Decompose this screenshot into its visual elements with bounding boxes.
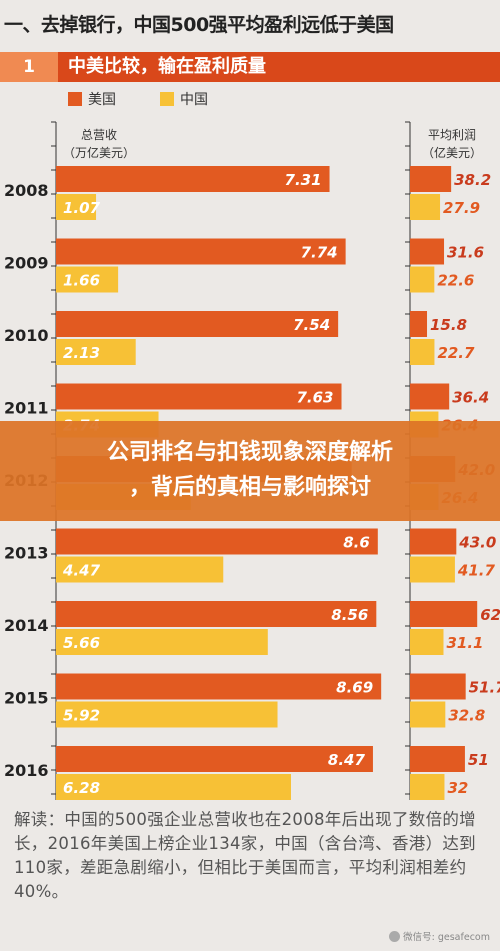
bar-label: 51 (468, 751, 489, 769)
year-label: 2008 (4, 181, 49, 200)
bar-us-panel1 (410, 601, 478, 627)
bar-china-panel1 (410, 266, 435, 293)
year-label: 2013 (4, 544, 49, 563)
chart-canvas: 总营收（万亿美元）平均利润（亿美元）2008200920102011201220… (4, 121, 500, 800)
bar-label: 2.13 (63, 344, 100, 362)
bar-us-panel0 (56, 238, 346, 265)
bar-label: 8.69 (336, 679, 373, 697)
legend-swatch-china (160, 92, 174, 106)
bar-us-panel0 (56, 601, 377, 627)
bar-label: 41.7 (457, 562, 496, 580)
bar-us-panel1 (410, 166, 452, 192)
bar-us-panel1 (410, 311, 428, 337)
bar-china-panel1 (410, 701, 446, 728)
bar-china-panel1 (410, 194, 441, 220)
section-number: 1 (0, 52, 58, 82)
bar-label: 7.63 (296, 389, 333, 407)
bar-china-panel1 (410, 629, 444, 655)
chart-title-0-line2: （万亿美元） (63, 145, 135, 160)
bar-label: 32 (447, 779, 468, 797)
bar-label: 31.1 (446, 634, 483, 652)
bar-china-panel0 (56, 266, 119, 293)
bar-label: 5.66 (63, 634, 100, 652)
bar-china-panel0 (56, 556, 224, 583)
bar-label: 5.92 (63, 707, 100, 725)
legend-swatch-us (68, 92, 82, 106)
section-title: 中美比较，输在盈利质量 (68, 56, 266, 77)
bar-label: 22.7 (437, 344, 475, 362)
year-label: 2016 (4, 761, 49, 780)
bar-label: 8.6 (343, 534, 370, 552)
bar-label: 7.31 (285, 171, 322, 189)
overlay-line-2: ，背后的真相与影响探讨 (128, 475, 371, 500)
bar-us-panel1 (410, 746, 465, 772)
bar-label: 51.7 (469, 679, 500, 697)
bar-us-panel1 (410, 383, 450, 410)
bar-label: 62.4 (480, 606, 500, 624)
headline-overlay: 公司排名与扣钱现象深度解析 ，背后的真相与影响探讨 (0, 421, 500, 521)
bar-label: 38.2 (454, 171, 491, 189)
bar-label: 36.4 (452, 389, 489, 407)
bar-label: 43.0 (458, 534, 496, 552)
wechat-icon (389, 931, 401, 942)
bar-china-panel0 (56, 629, 268, 655)
year-label: 2011 (4, 399, 49, 418)
bar-china-panel1 (410, 556, 455, 583)
bar-china-panel1 (410, 774, 445, 800)
bar-us-panel1 (410, 238, 445, 265)
bar-china-panel0 (56, 194, 97, 220)
bar-label: 1.66 (63, 272, 100, 290)
bar-us-panel0 (56, 528, 378, 555)
chart-title-1-line1: 平均利润 (428, 128, 476, 142)
year-label: 2015 (4, 689, 49, 708)
bar-us-panel1 (410, 528, 457, 555)
section-header: 1 中美比较，输在盈利质量 (0, 52, 500, 82)
chart-title-1-line2: （亿美元） (422, 145, 482, 160)
year-label: 2014 (4, 616, 49, 635)
bar-us-panel0 (56, 166, 330, 192)
bar-label: 8.56 (331, 606, 368, 624)
bar-us-panel0 (56, 746, 373, 772)
bar-china-panel1 (410, 339, 435, 365)
bar-us-panel0 (56, 383, 342, 410)
page-title: 一、去掉银行，中国500强平均盈利远低于美国 (4, 14, 394, 36)
legend-label-china: 中国 (180, 92, 208, 108)
bar-label: 15.8 (430, 316, 467, 334)
bar-label: 22.6 (437, 272, 474, 290)
legend-item-china: 中国 (160, 89, 208, 109)
interpretation-note: 解读：中国的500强企业总营收也在2008年后出现了数倍的增长，2016年美国上… (14, 810, 476, 901)
bar-label: 32.8 (448, 707, 485, 725)
watermark-text: 微信号: gesafecom (403, 932, 490, 943)
year-label: 2010 (4, 326, 49, 345)
bar-label: 6.28 (63, 779, 100, 797)
bar-china-panel0 (56, 774, 291, 800)
overlay-line-1: 公司排名与扣钱现象深度解析 (106, 440, 393, 465)
bar-label: 27.9 (443, 199, 480, 217)
bar-label: 7.54 (293, 316, 330, 334)
bar-label: 7.74 (301, 244, 338, 262)
chart-title-0-line1: 总营收 (81, 128, 117, 142)
bar-china-panel0 (56, 339, 136, 365)
bar-us-panel0 (56, 311, 339, 337)
bar-us-panel0 (56, 673, 382, 700)
bar-label: 8.47 (328, 751, 366, 769)
year-label: 2009 (4, 254, 49, 273)
legend-label-us: 美国 (88, 92, 116, 108)
bar-label: 31.6 (447, 244, 484, 262)
bar-china-panel0 (56, 701, 278, 728)
bar-us-panel1 (410, 673, 466, 700)
bar-label: 1.07 (63, 199, 101, 217)
watermark: 微信号: gesafecom (389, 929, 490, 943)
bar-label: 4.47 (62, 562, 101, 580)
legend-item-us: 美国 (68, 89, 116, 109)
